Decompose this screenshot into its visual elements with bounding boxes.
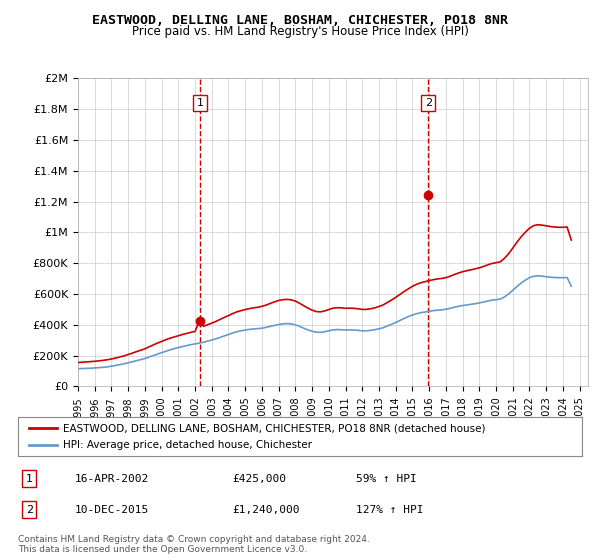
Text: 1: 1 bbox=[26, 474, 33, 484]
Text: Contains HM Land Registry data © Crown copyright and database right 2024.
This d: Contains HM Land Registry data © Crown c… bbox=[18, 535, 370, 554]
Text: HPI: Average price, detached house, Chichester: HPI: Average price, detached house, Chic… bbox=[63, 440, 312, 450]
Text: EASTWOOD, DELLING LANE, BOSHAM, CHICHESTER, PO18 8NR: EASTWOOD, DELLING LANE, BOSHAM, CHICHEST… bbox=[92, 14, 508, 27]
Text: EASTWOOD, DELLING LANE, BOSHAM, CHICHESTER, PO18 8NR (detached house): EASTWOOD, DELLING LANE, BOSHAM, CHICHEST… bbox=[63, 423, 485, 433]
Text: 59% ↑ HPI: 59% ↑ HPI bbox=[356, 474, 417, 484]
Text: £1,240,000: £1,240,000 bbox=[232, 505, 300, 515]
Text: £425,000: £425,000 bbox=[232, 474, 286, 484]
Text: 10-DEC-2015: 10-DEC-2015 bbox=[74, 505, 149, 515]
Text: 16-APR-2002: 16-APR-2002 bbox=[74, 474, 149, 484]
Text: 2: 2 bbox=[26, 505, 33, 515]
Text: Price paid vs. HM Land Registry's House Price Index (HPI): Price paid vs. HM Land Registry's House … bbox=[131, 25, 469, 38]
Text: 1: 1 bbox=[196, 98, 203, 108]
Text: 2: 2 bbox=[425, 98, 432, 108]
Text: 127% ↑ HPI: 127% ↑ HPI bbox=[356, 505, 424, 515]
